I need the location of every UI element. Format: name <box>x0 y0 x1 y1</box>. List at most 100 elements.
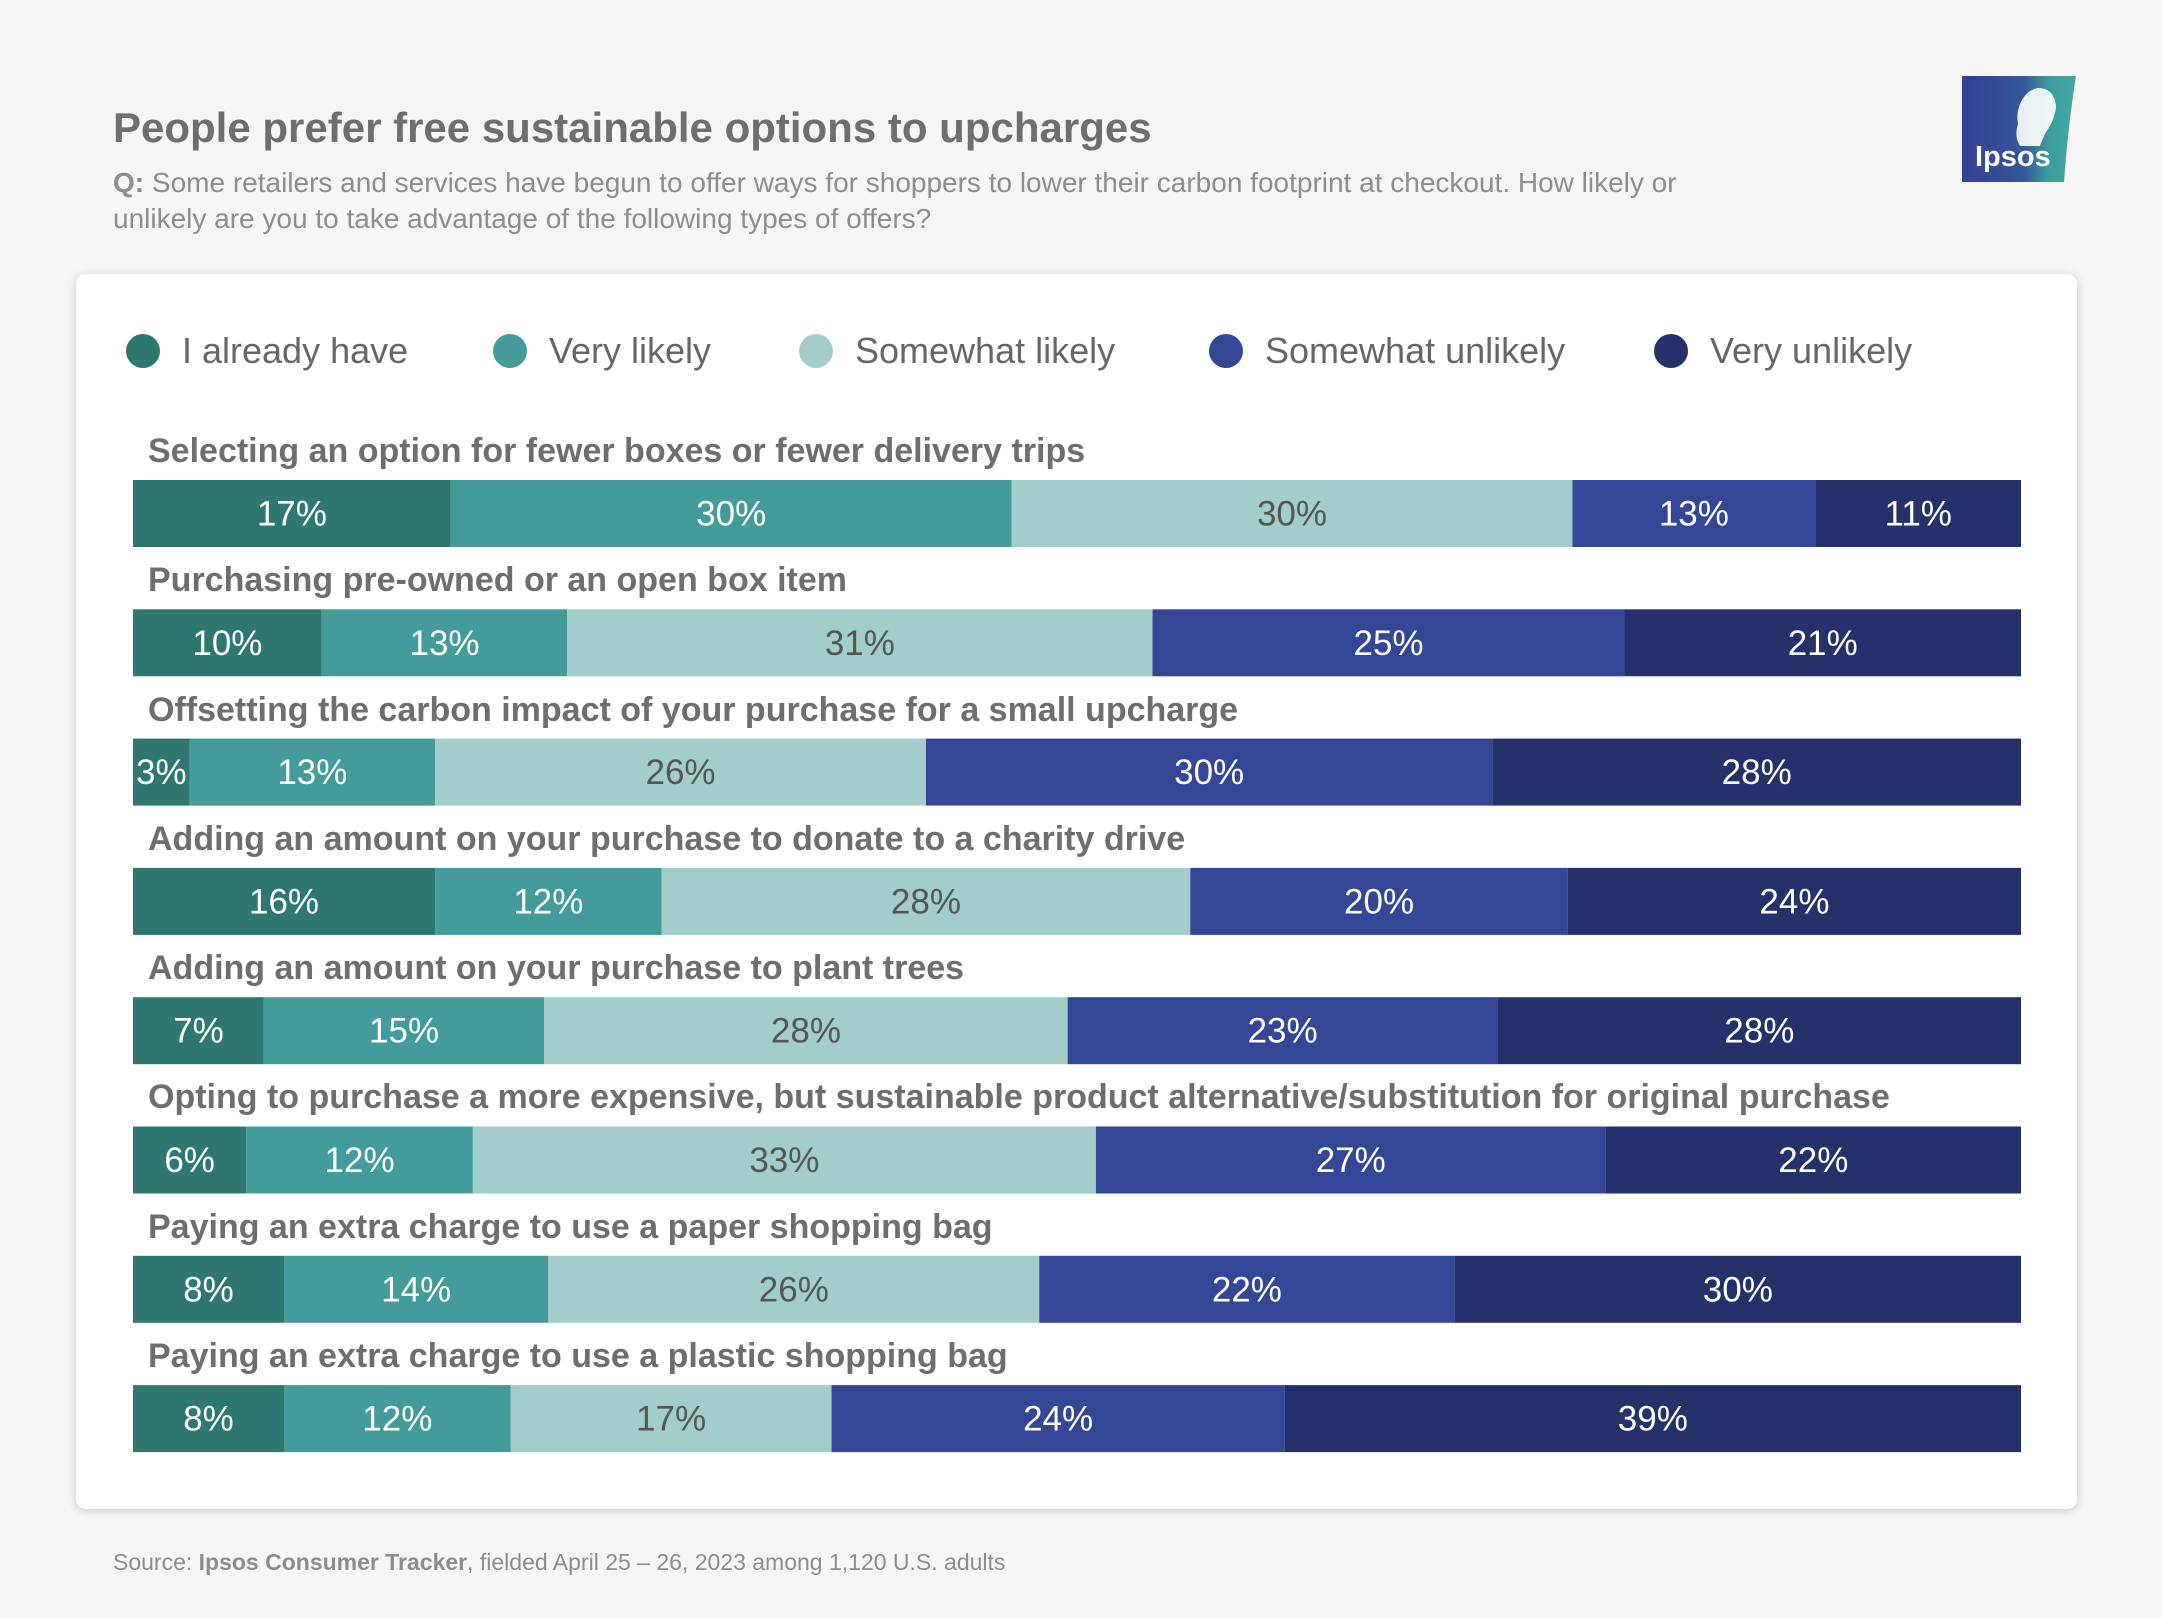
row-label: Selecting an option for fewer boxes or f… <box>148 432 1086 470</box>
bar-segment <box>133 1385 285 1453</box>
bar-segment <box>1572 480 1816 547</box>
bar-segment <box>1011 480 1573 547</box>
bar-segment <box>661 867 1191 935</box>
bar-segment <box>1067 997 1498 1065</box>
bar-segment <box>435 867 662 935</box>
bar-segment <box>1454 1255 2021 1323</box>
data-label: 27% <box>1316 1141 1386 1180</box>
data-label: 30% <box>1257 495 1327 534</box>
bar-segment <box>1492 738 2021 806</box>
data-label: 8% <box>183 1270 234 1309</box>
stacked-bars: 17% 30% 30% 13% 11% 10% 13% 31% 25% 21% 3% 13% 26% 30… <box>133 480 2021 1453</box>
legend-swatch <box>799 334 833 368</box>
ipsos-logo: Ipsos <box>1962 76 2076 182</box>
data-label: 13% <box>277 753 347 792</box>
bar-segment <box>544 997 1068 1065</box>
data-label: 7% <box>173 1012 224 1051</box>
logo-text: Ipsos <box>1975 141 2051 173</box>
bar-segment <box>133 480 451 547</box>
source-detail: , fielded April 25 – 26, 2023 among 1,12… <box>467 1549 1006 1575</box>
legend-swatch <box>1654 334 1688 368</box>
bar-segment <box>1567 867 2021 935</box>
bar-segment <box>189 738 436 806</box>
bar-segment <box>435 738 926 806</box>
data-label: 15% <box>369 1012 439 1051</box>
data-label: 39% <box>1618 1400 1688 1439</box>
data-label: 21% <box>1788 624 1858 663</box>
bar-segment <box>133 867 436 935</box>
legend-label: Somewhat likely <box>855 330 1116 371</box>
bar-segment <box>133 738 190 806</box>
bar-segment <box>1190 867 1568 935</box>
legend-swatch <box>1209 334 1243 368</box>
chart-card: I already have Very likely Somewhat like… <box>76 274 2077 1509</box>
data-label: 31% <box>825 624 895 663</box>
bar-segment <box>1284 1385 2021 1453</box>
data-label: 24% <box>1759 882 1829 921</box>
data-label: 13% <box>1659 495 1729 534</box>
data-label: 14% <box>381 1270 451 1309</box>
data-label: 12% <box>362 1400 432 1439</box>
legend-label: Somewhat unlikely <box>1265 330 1566 371</box>
bar-segment <box>1152 609 1625 677</box>
bar-segment <box>548 1255 1040 1323</box>
bar-segment <box>133 1126 247 1194</box>
data-label: 16% <box>249 882 319 921</box>
bar-segment <box>246 1126 473 1194</box>
data-label: 28% <box>771 1012 841 1051</box>
data-label: 30% <box>1174 753 1244 792</box>
bar-segment <box>133 1255 285 1323</box>
bar-segment <box>510 1385 832 1453</box>
legend-label: Very likely <box>549 330 712 371</box>
row-label: Paying an extra charge to use a paper sh… <box>148 1208 993 1246</box>
bar-segment <box>321 609 568 677</box>
row-label: Adding an amount on your purchase to pla… <box>148 949 965 987</box>
bar-segment <box>1095 1126 1606 1194</box>
source-name: Ipsos Consumer Tracker <box>198 1549 468 1575</box>
data-label: 25% <box>1353 624 1423 663</box>
bar-segment <box>263 997 545 1065</box>
data-label: 22% <box>1778 1141 1848 1180</box>
bar-segment <box>472 1126 1096 1194</box>
bar-segment <box>567 609 1153 677</box>
data-label: 6% <box>164 1141 215 1180</box>
data-label: 23% <box>1248 1012 1318 1051</box>
bar-segment <box>1815 480 2021 547</box>
row-label: Offsetting the carbon impact of your pur… <box>148 691 1239 729</box>
source-note: Source: Ipsos Consumer Tracker, fielded … <box>113 1549 1005 1576</box>
question-body: Some retailers and services have begun t… <box>113 167 1677 234</box>
data-label: 28% <box>1722 753 1792 792</box>
data-label: 20% <box>1344 882 1414 921</box>
data-label: 30% <box>1703 1270 1773 1309</box>
data-label: 28% <box>1724 1012 1794 1051</box>
bar-segment <box>284 1255 549 1323</box>
data-label: 28% <box>891 882 961 921</box>
data-label: 17% <box>636 1400 706 1439</box>
bar-segment <box>133 997 264 1065</box>
bar-segment <box>831 1385 1285 1453</box>
bar-segment <box>133 609 322 677</box>
question-label: Q: <box>113 167 145 198</box>
bar-segment <box>1039 1255 1455 1323</box>
data-label: 24% <box>1023 1400 1093 1439</box>
bar-segment <box>1497 997 2021 1065</box>
data-label: 26% <box>645 753 715 792</box>
bar-segment <box>1605 1126 2021 1194</box>
bar-segment <box>1624 609 2021 677</box>
data-label: 12% <box>325 1141 395 1180</box>
bar-segment <box>925 738 1493 806</box>
legend-swatch <box>126 334 160 368</box>
row-label: Paying an extra charge to use a plastic … <box>148 1337 1008 1375</box>
data-label: 33% <box>749 1141 819 1180</box>
data-label: 12% <box>513 882 583 921</box>
legend-swatch <box>493 334 527 368</box>
chart-title: People prefer free sustainable options t… <box>113 104 1152 151</box>
legend-label: Very unlikely <box>1710 330 1913 371</box>
data-label: 11% <box>1884 495 1951 534</box>
data-label: 10% <box>192 624 262 663</box>
data-label: 8% <box>183 1400 234 1439</box>
row-label: Opting to purchase a more expensive, but… <box>148 1078 1890 1116</box>
source-label: Source: <box>113 1549 199 1575</box>
data-label: 3% <box>136 753 187 792</box>
legend-label: I already have <box>182 330 409 371</box>
